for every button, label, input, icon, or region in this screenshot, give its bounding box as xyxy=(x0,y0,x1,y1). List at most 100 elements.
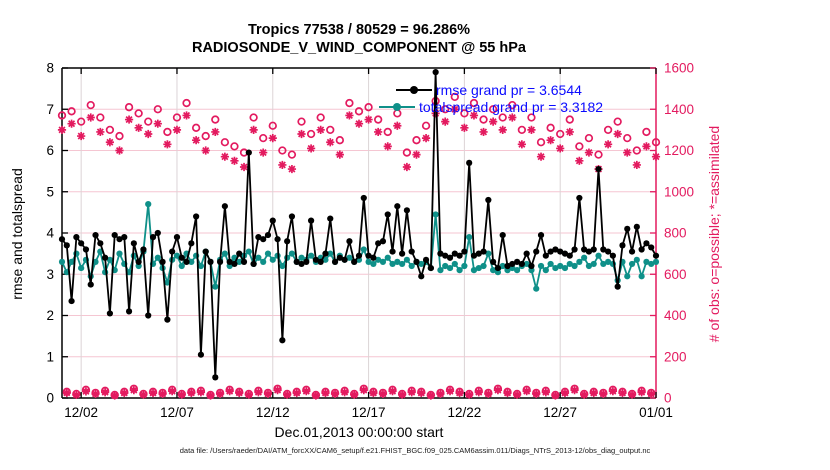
possible-obs-circle-marker xyxy=(230,142,239,151)
possible-obs-circle-marker xyxy=(536,138,546,147)
dot-marker xyxy=(197,351,205,358)
possible-obs-circle-marker xyxy=(488,105,498,114)
dot-marker xyxy=(245,248,252,255)
assimilated-obs-asterisk-marker xyxy=(565,127,574,137)
assimilated-obs-asterisk-marker xyxy=(292,388,301,398)
assimilated-obs-asterisk-marker xyxy=(110,391,119,400)
possible-obs-circle-marker xyxy=(383,127,392,137)
assimilated-obs-asterisk-marker xyxy=(268,134,277,143)
dot-marker xyxy=(403,207,411,214)
dot-marker xyxy=(255,234,262,241)
dot-marker xyxy=(408,262,415,270)
possible-obs-circle-marker xyxy=(316,113,325,122)
dot-marker xyxy=(446,264,454,272)
dot-marker xyxy=(600,246,607,253)
dot-marker xyxy=(327,215,334,222)
assimilated-obs-asterisk-marker xyxy=(287,164,297,174)
possible-obs-circle-marker xyxy=(575,142,584,151)
dot-marker xyxy=(288,213,296,220)
possible-obs-circle-marker xyxy=(57,111,67,120)
data-file-caption: data file: /Users/raeder/DAI/ATM_forcXX/… xyxy=(179,446,651,455)
dot-marker xyxy=(183,258,190,265)
dot-marker xyxy=(461,262,468,270)
left-tick-label: 7 xyxy=(46,102,54,117)
dot-marker xyxy=(68,297,75,305)
possible-obs-circle-marker xyxy=(556,129,565,139)
assimilated-obs-asterisk-marker xyxy=(546,136,555,145)
dot-marker xyxy=(164,316,171,323)
dot-marker xyxy=(513,267,521,274)
dot-marker xyxy=(346,238,353,245)
assimilated-obs-asterisk-marker xyxy=(637,388,646,397)
assimilated-obs-asterisk-marker xyxy=(402,162,412,172)
dot-marker xyxy=(566,260,573,268)
possible-obs-circle-marker xyxy=(201,131,210,141)
assimilated-obs-asterisk-marker xyxy=(623,148,632,157)
right-tick-label: 800 xyxy=(664,226,687,241)
dot-marker xyxy=(652,252,660,259)
possible-obs-circle-marker xyxy=(584,133,594,143)
dot-marker xyxy=(293,258,300,265)
right-tick-label: 600 xyxy=(664,267,687,282)
assimilated-obs-asterisk-marker xyxy=(508,113,517,122)
dot-marker xyxy=(624,225,631,232)
dot-marker xyxy=(78,264,85,272)
dot-marker xyxy=(533,248,540,255)
assimilated-obs-asterisk-marker xyxy=(369,388,378,398)
dot-marker xyxy=(552,264,559,272)
possible-obs-circle-marker xyxy=(594,150,603,159)
dot-marker xyxy=(169,248,176,255)
dot-marker xyxy=(231,260,238,268)
x-tick-label: 12/07 xyxy=(160,405,194,420)
assimilated-obs-asterisk-marker xyxy=(225,387,234,396)
assimilated-obs-asterisk-marker xyxy=(503,388,512,398)
assimilated-obs-asterisk-marker xyxy=(359,386,368,395)
legend-row-rmse: rmse grand pr = 3.6544 xyxy=(396,81,603,98)
dot-marker xyxy=(236,250,243,257)
x-tick-label: 12/27 xyxy=(543,405,577,420)
dot-marker xyxy=(633,223,640,230)
assimilated-obs-asterisk-marker xyxy=(498,125,507,134)
assimilated-obs-asterisk-marker xyxy=(297,129,306,139)
dot-marker xyxy=(643,258,650,265)
assimilated-obs-asterisk-marker xyxy=(120,388,129,398)
dot-marker xyxy=(537,262,545,270)
dot-marker xyxy=(427,264,434,272)
assimilated-obs-asterisk-marker xyxy=(158,389,167,398)
assimilated-obs-asterisk-marker xyxy=(211,127,220,137)
assimilated-obs-asterisk-marker xyxy=(374,127,383,137)
possible-obs-circle-marker xyxy=(469,98,479,108)
dot-marker xyxy=(370,254,377,261)
dot-marker xyxy=(499,231,506,239)
dot-marker xyxy=(475,250,482,257)
assimilated-obs-asterisk-marker xyxy=(129,386,138,395)
assimilated-obs-asterisk-marker xyxy=(613,129,622,139)
dot-marker xyxy=(149,234,157,241)
dot-marker xyxy=(260,236,267,243)
assimilated-obs-asterisk-marker xyxy=(450,105,459,114)
assimilated-obs-asterisk-marker xyxy=(77,131,86,141)
assimilated-obs-asterisk-marker xyxy=(541,388,550,397)
totalspread-legend-line-icon xyxy=(379,102,415,111)
assimilated-obs-asterisk-marker xyxy=(398,390,407,399)
assimilated-obs-asterisk-marker xyxy=(306,144,316,153)
dot-marker xyxy=(269,217,276,224)
dot-marker xyxy=(145,201,152,208)
dot-marker xyxy=(341,256,348,263)
dot-marker xyxy=(585,262,593,270)
dot-marker xyxy=(470,267,478,274)
assimilated-obs-asterisk-marker xyxy=(383,142,392,151)
assimilated-obs-asterisk-marker xyxy=(201,146,210,155)
assimilated-obs-asterisk-marker xyxy=(417,388,426,398)
assimilated-obs-asterisk-marker xyxy=(163,140,172,149)
assimilated-obs-asterisk-marker xyxy=(172,125,182,134)
dot-marker xyxy=(288,250,296,257)
assimilated-obs-asterisk-marker xyxy=(489,117,498,126)
assimilated-obs-asterisk-marker xyxy=(124,115,134,124)
assimilated-obs-asterisk-marker xyxy=(431,109,440,118)
left-tick-label: 0 xyxy=(46,391,54,406)
dot-marker xyxy=(437,267,444,274)
assimilated-obs-asterisk-marker xyxy=(326,138,335,147)
assimilated-obs-asterisk-marker xyxy=(101,388,110,397)
